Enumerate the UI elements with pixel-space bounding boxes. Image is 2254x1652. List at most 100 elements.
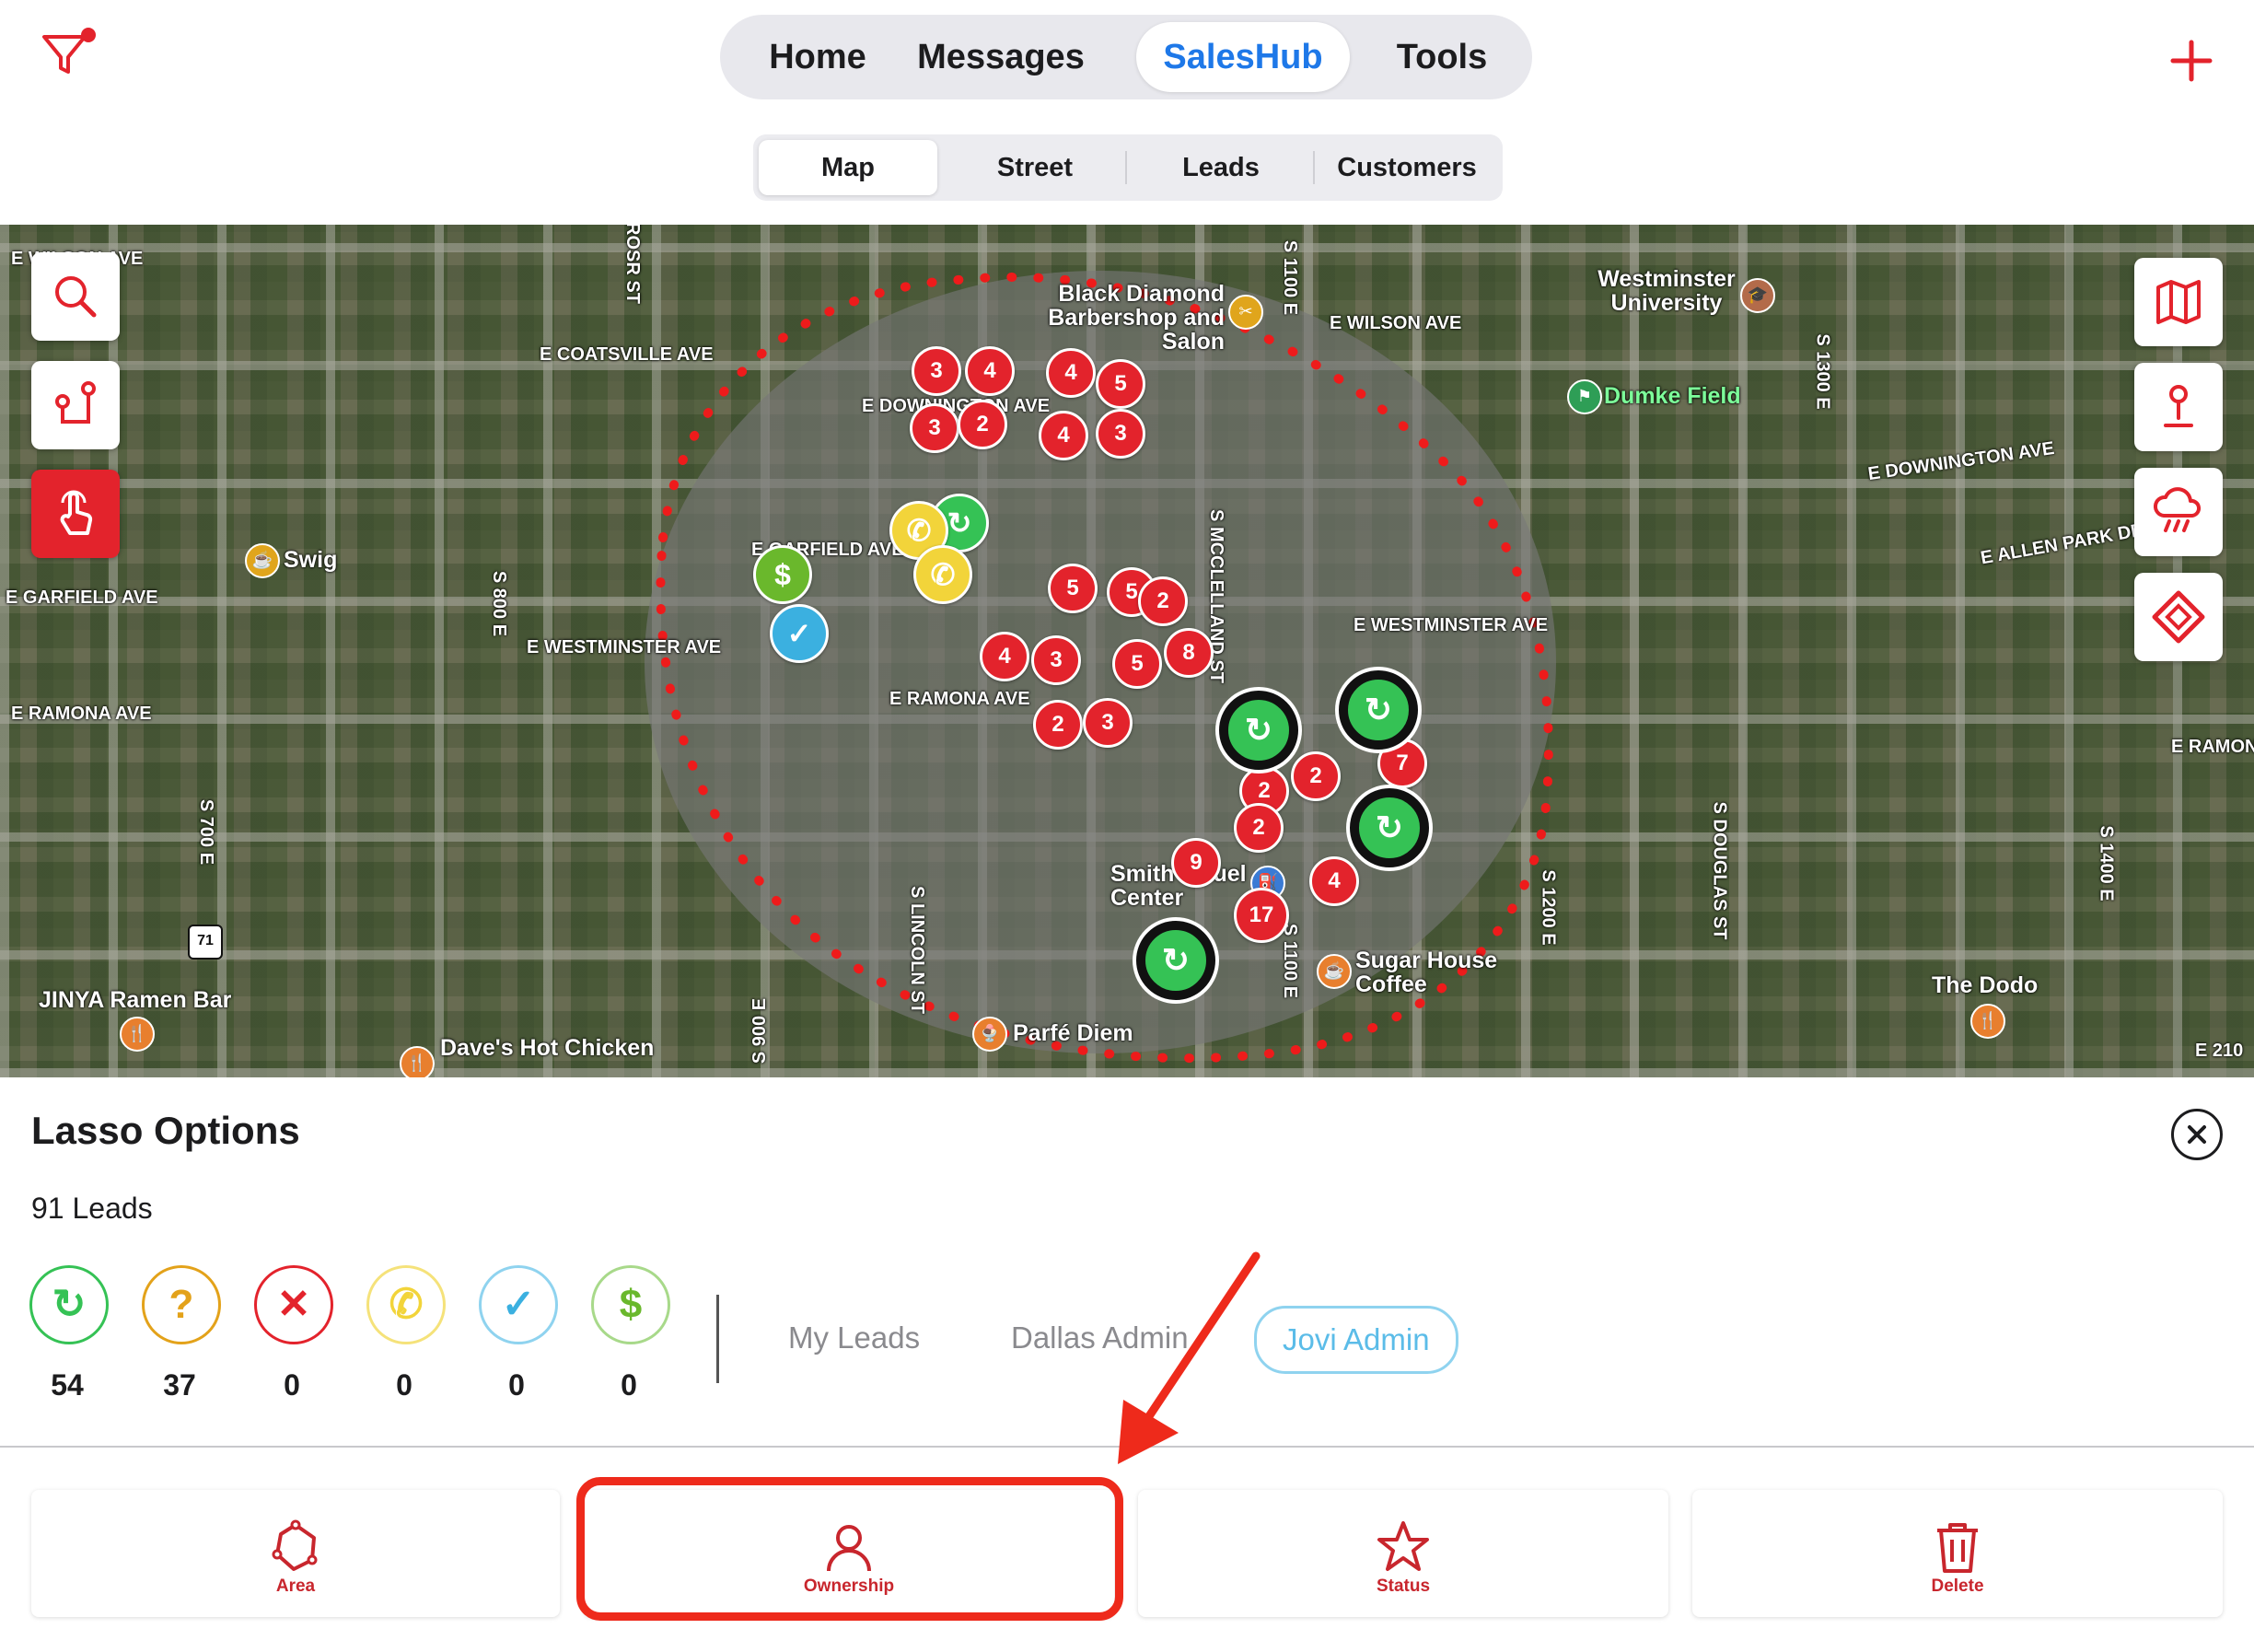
map-icon — [2156, 280, 2201, 324]
poi-label: Dumke Field — [1604, 383, 1741, 409]
satellite-map[interactable]: E WILSON AVE E COATSVILLE AVE E DOWNINGT… — [0, 225, 2254, 1077]
check-status-marker[interactable]: ✓ — [770, 604, 829, 663]
lead-cluster-marker[interactable]: 2 — [1234, 803, 1284, 853]
drink-poi-icon[interactable]: ☕ — [245, 543, 280, 578]
poi-label: The Dodo — [1932, 972, 2039, 998]
dessert-poi-icon[interactable]: 🍨 — [972, 1017, 1007, 1052]
delete-button[interactable]: Delete — [1692, 1490, 2223, 1617]
lead-cluster-marker[interactable]: 4 — [1046, 348, 1096, 398]
tab-map[interactable]: Map — [759, 140, 937, 195]
lead-cluster-marker[interactable]: 4 — [1309, 856, 1359, 906]
phone-count: 0 — [396, 1368, 412, 1402]
park-poi-icon[interactable]: ⚑ — [1567, 379, 1602, 414]
poi-label: Dave's Hot Chicken — [440, 1035, 655, 1061]
done-count: 0 — [508, 1368, 525, 1402]
lead-cluster-marker[interactable]: 2 — [1291, 751, 1341, 801]
street-label: S 1400 E — [2096, 825, 2117, 902]
add-button[interactable] — [2164, 33, 2219, 88]
annotation-arrow-icon — [1118, 1251, 1261, 1464]
unknown-status-filter[interactable]: ? — [142, 1265, 221, 1344]
route-icon — [55, 381, 96, 424]
owner-jovi-admin[interactable]: Jovi Admin — [1254, 1306, 1458, 1374]
done-status-filter[interactable]: ✓ — [479, 1265, 558, 1344]
restaurant-poi-icon[interactable]: 🍴 — [1970, 1004, 2005, 1039]
street-label: E DOWNINGTON AVE — [862, 396, 1051, 416]
street-label: E WILSON AVE — [1330, 313, 1462, 333]
rain-cloud-icon — [2154, 487, 2202, 532]
area-button[interactable]: Area — [31, 1490, 560, 1617]
owner-my-leads[interactable]: My Leads — [788, 1320, 921, 1355]
callback-count: 54 — [51, 1368, 84, 1402]
rejected-count: 0 — [284, 1368, 300, 1402]
lead-cluster-marker[interactable]: 17 — [1234, 888, 1289, 943]
restaurant-poi-icon[interactable]: 🍴 — [120, 1017, 155, 1052]
barber-poi-icon[interactable]: ✂ — [1228, 295, 1263, 330]
tab-saleshub[interactable]: SalesHub — [1136, 22, 1350, 92]
map-search-button[interactable] — [31, 252, 120, 341]
selected-lead-marker[interactable]: ↻ — [1136, 921, 1215, 1000]
tab-messages[interactable]: Messages — [917, 38, 1085, 76]
phone-status-filter[interactable]: ✆ — [366, 1265, 446, 1344]
ownership-button[interactable]: Ownership — [584, 1490, 1114, 1617]
lead-cluster-marker[interactable]: 5 — [1096, 359, 1145, 409]
dollar-status-marker[interactable]: $ — [753, 545, 812, 604]
street-label: ROSR ST — [622, 225, 643, 304]
lead-cluster-marker[interactable]: 4 — [965, 346, 1015, 396]
tab-street[interactable]: Street — [996, 153, 1074, 182]
coffee-poi-icon[interactable]: ☕ — [1317, 954, 1352, 989]
lead-cluster-marker[interactable]: 3 — [912, 346, 961, 396]
tab-leads[interactable]: Leads — [1182, 153, 1260, 182]
restaurant-poi-icon[interactable]: 🍴 — [400, 1046, 435, 1077]
tab-home[interactable]: Home — [769, 38, 866, 76]
poi-label: Swig — [284, 547, 338, 573]
poi-label: Sugar House Coffee — [1355, 948, 1498, 997]
trash-icon — [1937, 1523, 1978, 1573]
lead-cluster-marker[interactable]: 8 — [1164, 628, 1214, 678]
close-button[interactable] — [2171, 1109, 2223, 1160]
weather-button[interactable] — [2134, 468, 2223, 556]
lead-cluster-marker[interactable]: 5 — [1112, 639, 1162, 689]
street-label: E COATSVILLE AVE — [540, 344, 714, 365]
lead-cluster-marker[interactable]: 4 — [1039, 411, 1088, 460]
filter-button[interactable] — [37, 26, 101, 81]
owner-dallas-admin[interactable]: Dallas Admin — [1011, 1320, 1189, 1355]
lead-cluster-marker[interactable]: 4 — [980, 632, 1029, 681]
selected-lead-marker[interactable]: ↻ — [1339, 670, 1418, 750]
school-poi-icon[interactable]: 🎓 — [1740, 278, 1775, 313]
tab-customers[interactable]: Customers — [1337, 153, 1477, 182]
lead-cluster-marker[interactable]: 2 — [958, 400, 1007, 449]
unknown-count: 37 — [163, 1368, 196, 1402]
lead-cluster-marker[interactable]: 3 — [910, 403, 959, 453]
lead-cluster-marker[interactable]: 3 — [1096, 409, 1145, 459]
lasso-tool-button[interactable] — [31, 470, 120, 558]
street-label: S 700 E — [196, 798, 217, 866]
sold-status-filter[interactable]: $ — [591, 1265, 670, 1344]
street-label: S 800 E — [489, 570, 510, 637]
poi-label: JINYA Ramen Bar — [39, 987, 232, 1013]
map-type-button[interactable] — [2134, 258, 2223, 346]
lead-cluster-marker[interactable]: 3 — [1031, 635, 1081, 685]
lasso-icon — [272, 1519, 318, 1571]
directions-button[interactable] — [2134, 573, 2223, 661]
tab-tools[interactable]: Tools — [1396, 38, 1488, 76]
route-button[interactable] — [31, 361, 120, 449]
area-label: Area — [275, 1576, 316, 1596]
street-label: S 1100 E — [1280, 239, 1301, 316]
phone-status-marker[interactable]: ✆ — [913, 545, 972, 604]
sub-tab-bar: Map Street Leads Customers — [753, 134, 1503, 201]
rejected-status-filter[interactable]: ✕ — [254, 1265, 333, 1344]
street-label: S 1300 E — [1812, 333, 1833, 410]
lead-cluster-marker[interactable]: 5 — [1048, 564, 1098, 613]
lead-cluster-marker[interactable]: 9 — [1171, 838, 1221, 888]
callback-status-filter[interactable]: ↻ — [29, 1265, 109, 1344]
lead-cluster-marker[interactable]: 2 — [1138, 576, 1188, 626]
selected-lead-marker[interactable]: ↻ — [1350, 788, 1429, 867]
panel-title: Lasso Options — [31, 1109, 300, 1152]
lead-cluster-marker[interactable]: 3 — [1083, 698, 1133, 748]
selected-lead-marker[interactable]: ↻ — [1219, 691, 1298, 770]
touch-icon — [60, 490, 93, 535]
pin-button[interactable] — [2134, 363, 2223, 451]
status-button[interactable]: Status — [1138, 1490, 1668, 1617]
plus-icon — [2170, 40, 2213, 82]
lead-cluster-marker[interactable]: 2 — [1033, 700, 1083, 750]
